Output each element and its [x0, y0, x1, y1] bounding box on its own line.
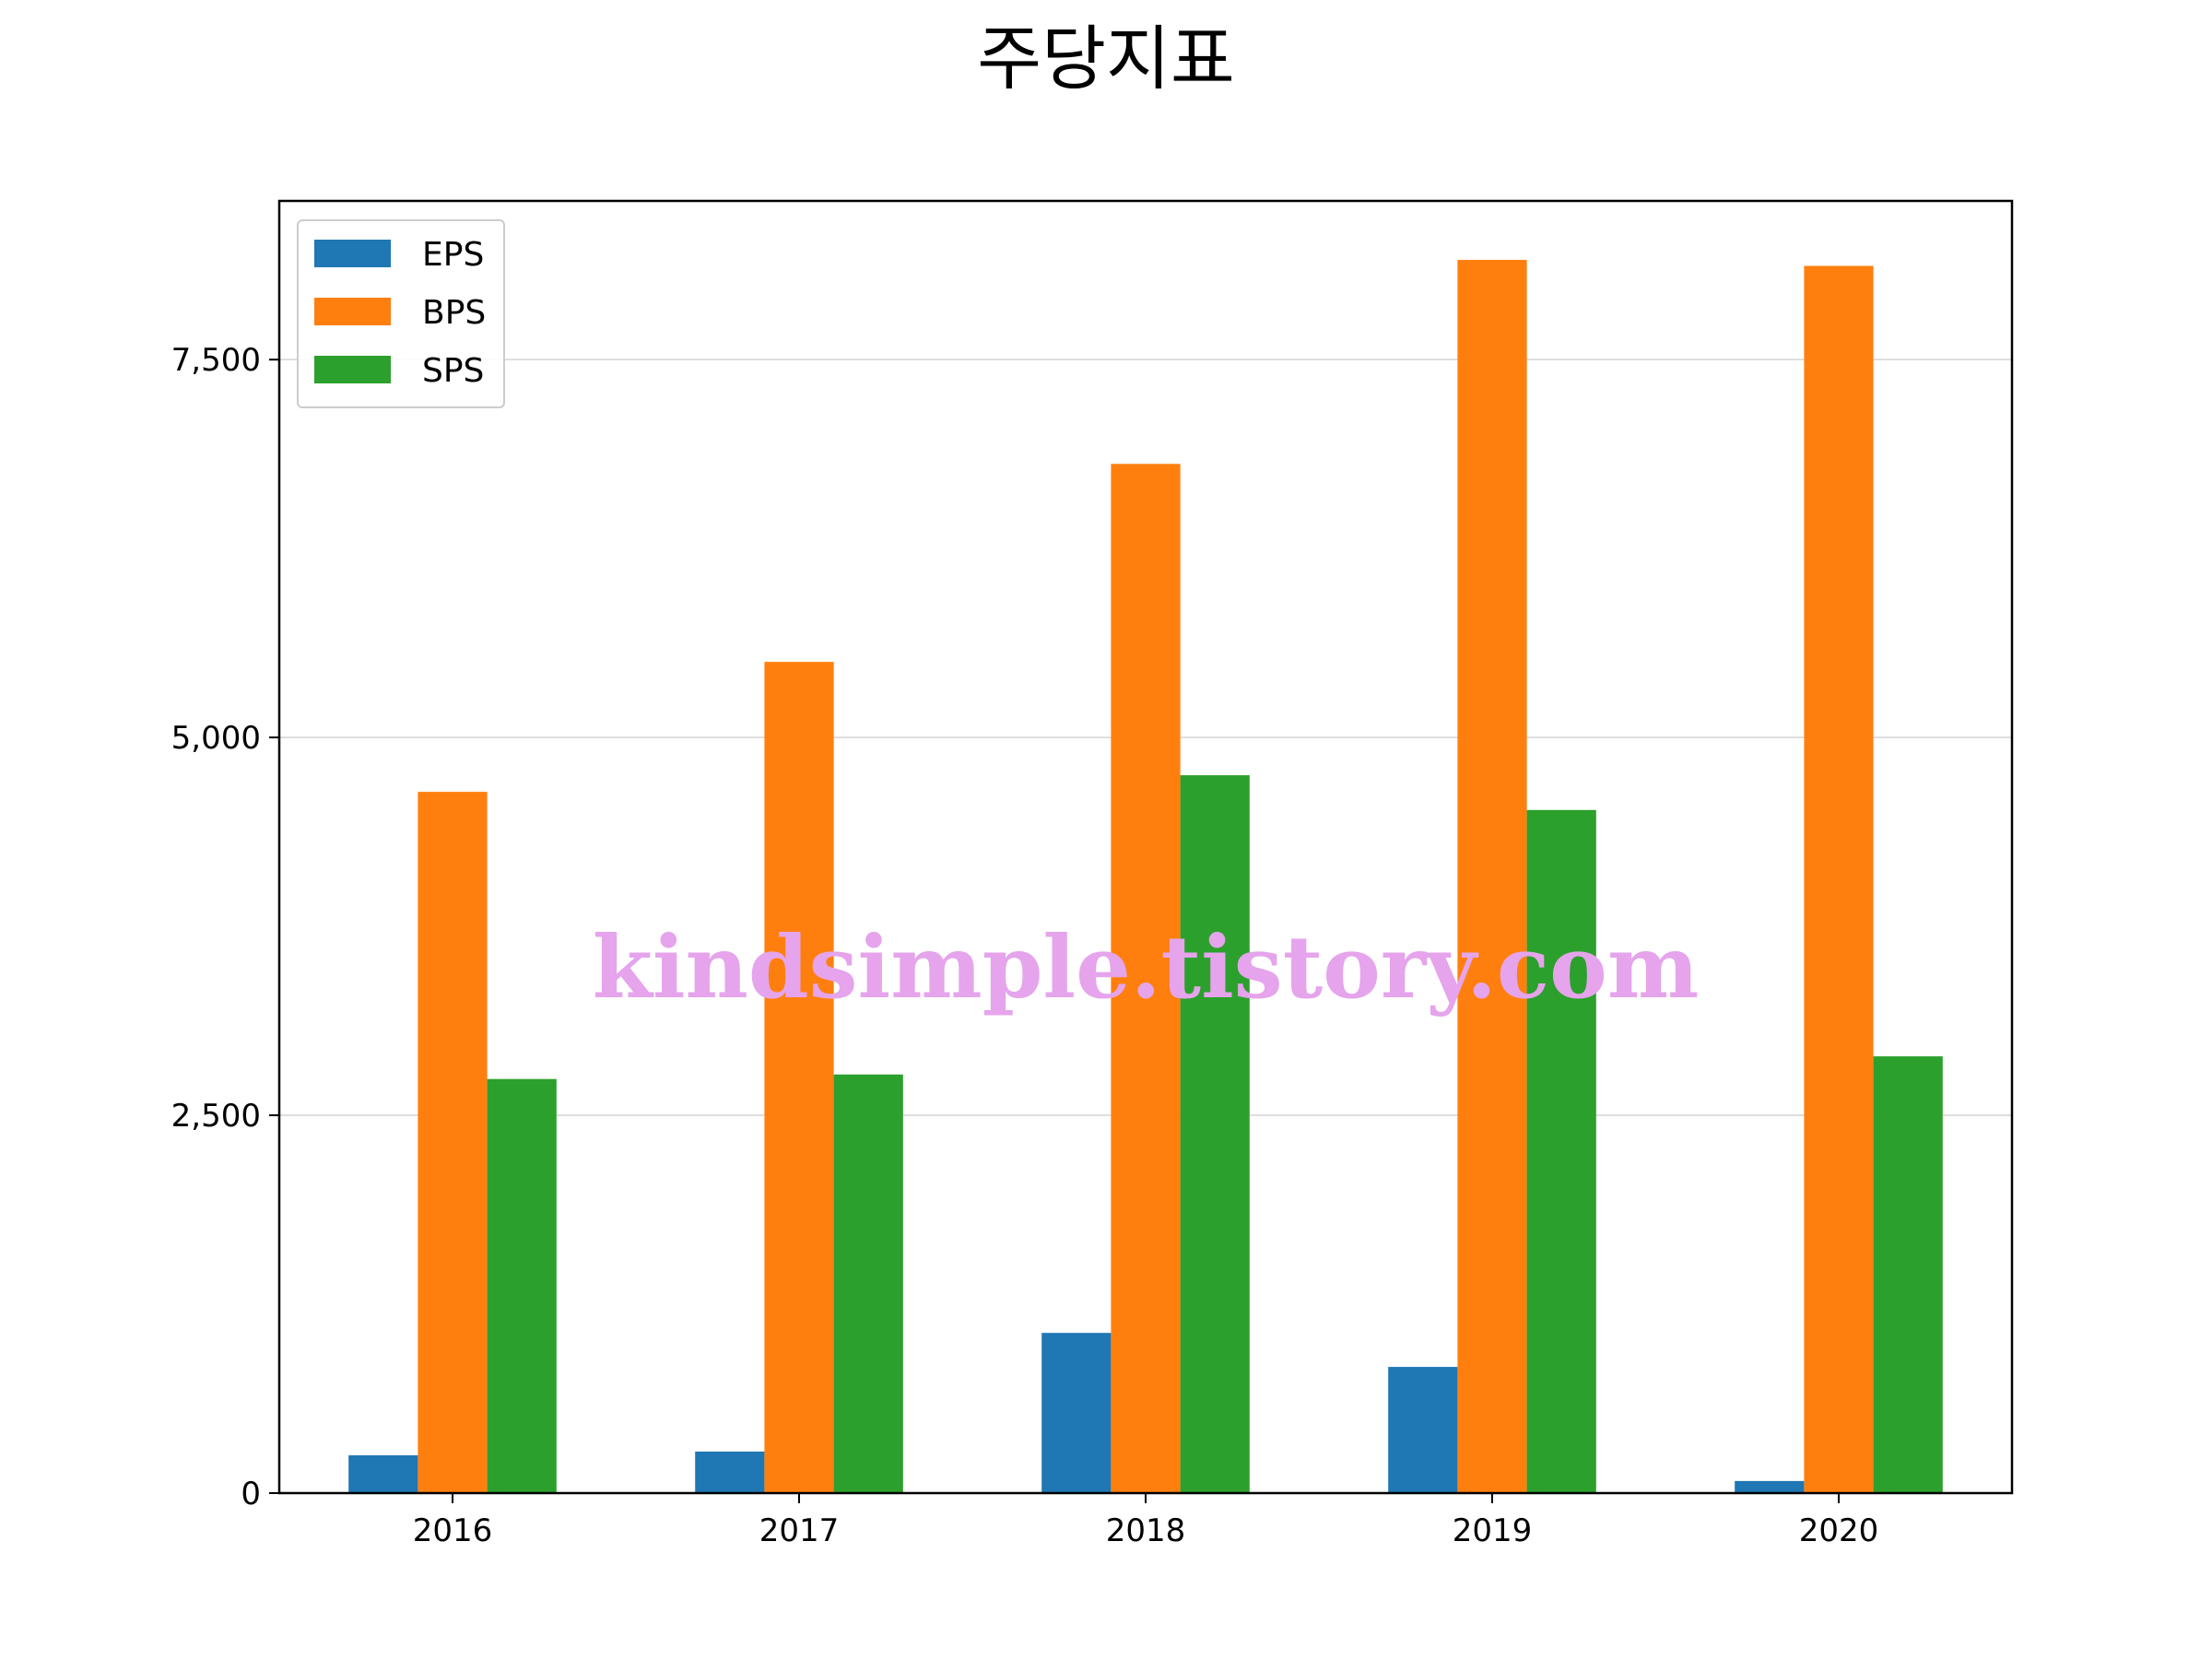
- legend-swatch-sps: [314, 356, 391, 383]
- chart-title: 주당지표: [977, 18, 1235, 100]
- legend-label-bps: BPS: [422, 294, 486, 332]
- bar-bps-2016: [418, 792, 488, 1493]
- bar-eps-2017: [695, 1451, 765, 1493]
- y-tick-label: 5,000: [171, 720, 261, 757]
- y-axis: 0 2,500 5,000 7,500: [171, 342, 279, 1512]
- x-tick-label: 2019: [1453, 1512, 1533, 1549]
- bar-sps-2018: [1180, 775, 1250, 1493]
- y-tick-label: 7,500: [171, 342, 261, 379]
- bar-eps-2020: [1735, 1480, 1805, 1493]
- x-tick-label: 2016: [413, 1512, 493, 1549]
- bar-bps-2017: [764, 662, 834, 1493]
- bar-sps-2020: [1873, 1056, 1943, 1493]
- x-axis: 2016 2017 2018 2019 2020: [413, 1493, 1879, 1549]
- bar-sps-2017: [833, 1074, 903, 1493]
- y-tick-label: 0: [241, 1476, 261, 1512]
- bar-bps-2019: [1457, 259, 1527, 1493]
- x-tick-label: 2020: [1799, 1512, 1879, 1549]
- legend-label-eps: EPS: [422, 236, 484, 274]
- watermark-text: kindsimple.tistory.com: [593, 917, 1700, 1018]
- bar-sps-2019: [1526, 809, 1596, 1493]
- bars: [348, 259, 1943, 1493]
- legend-swatch-bps: [314, 298, 391, 325]
- bar-sps-2016: [487, 1078, 557, 1493]
- bar-bps-2020: [1804, 265, 1874, 1493]
- legend-label-sps: SPS: [422, 352, 484, 390]
- bar-eps-2016: [348, 1455, 418, 1493]
- legend-swatch-eps: [314, 240, 391, 267]
- bar-eps-2018: [1041, 1333, 1112, 1493]
- x-tick-label: 2017: [759, 1512, 840, 1549]
- y-tick-label: 2,500: [171, 1098, 261, 1135]
- bar-eps-2019: [1388, 1367, 1458, 1493]
- x-tick-label: 2018: [1106, 1512, 1186, 1549]
- legend: EPS BPS SPS: [297, 219, 505, 408]
- bar-bps-2018: [1111, 464, 1181, 1493]
